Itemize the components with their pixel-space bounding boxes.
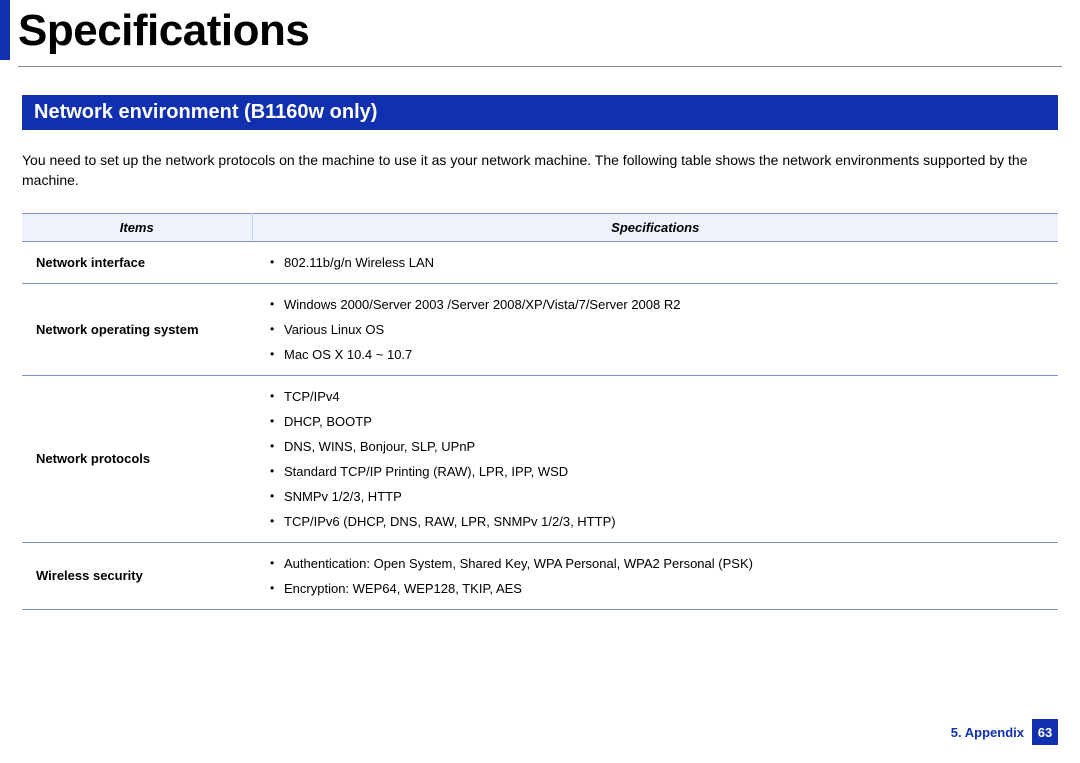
title-accent-bar (0, 0, 10, 60)
content-area: Network environment (B1160w only) You ne… (0, 95, 1080, 610)
spec-item: TCP/IPv4 (270, 384, 1044, 409)
spec-cell: Authentication: Open System, Shared Key,… (252, 542, 1058, 609)
specifications-table: Items Specifications Network interface 8… (22, 213, 1058, 610)
spec-item: DHCP, BOOTP (270, 409, 1044, 434)
column-header-items: Items (22, 213, 252, 241)
footer-page-number: 63 (1032, 719, 1058, 745)
section-header: Network environment (B1160w only) (22, 95, 1058, 130)
spec-cell: TCP/IPv4 DHCP, BOOTP DNS, WINS, Bonjour,… (252, 375, 1058, 542)
item-cell: Network operating system (22, 283, 252, 375)
table-row: Network protocols TCP/IPv4 DHCP, BOOTP D… (22, 375, 1058, 542)
spec-item: 802.11b/g/n Wireless LAN (270, 250, 1044, 275)
item-cell: Wireless security (22, 542, 252, 609)
spec-item: Windows 2000/Server 2003 /Server 2008/XP… (270, 292, 1044, 317)
spec-list: 802.11b/g/n Wireless LAN (266, 250, 1044, 275)
spec-list: TCP/IPv4 DHCP, BOOTP DNS, WINS, Bonjour,… (266, 384, 1044, 534)
table-row: Network interface 802.11b/g/n Wireless L… (22, 241, 1058, 283)
intro-text: You need to set up the network protocols… (22, 150, 1058, 191)
table-row: Wireless security Authentication: Open S… (22, 542, 1058, 609)
page-title: Specifications (18, 0, 309, 60)
table-row: Network operating system Windows 2000/Se… (22, 283, 1058, 375)
column-header-specs: Specifications (252, 213, 1058, 241)
spec-cell: Windows 2000/Server 2003 /Server 2008/XP… (252, 283, 1058, 375)
spec-item: TCP/IPv6 (DHCP, DNS, RAW, LPR, SNMPv 1/2… (270, 509, 1044, 534)
page-title-wrap: Specifications (0, 0, 1080, 60)
table-header-row: Items Specifications (22, 213, 1058, 241)
spec-item: Mac OS X 10.4 ~ 10.7 (270, 342, 1044, 367)
spec-list: Authentication: Open System, Shared Key,… (266, 551, 1044, 601)
spec-item: DNS, WINS, Bonjour, SLP, UPnP (270, 434, 1044, 459)
table-body: Network interface 802.11b/g/n Wireless L… (22, 241, 1058, 609)
footer-chapter: 5. Appendix (951, 725, 1024, 740)
item-cell: Network interface (22, 241, 252, 283)
spec-item: Standard TCP/IP Printing (RAW), LPR, IPP… (270, 459, 1044, 484)
spec-cell: 802.11b/g/n Wireless LAN (252, 241, 1058, 283)
page-footer: 5. Appendix 63 (951, 719, 1058, 745)
spec-item: Encryption: WEP64, WEP128, TKIP, AES (270, 576, 1044, 601)
item-cell: Network protocols (22, 375, 252, 542)
page-rule (18, 66, 1062, 67)
spec-item: Various Linux OS (270, 317, 1044, 342)
spec-item: Authentication: Open System, Shared Key,… (270, 551, 1044, 576)
spec-item: SNMPv 1/2/3, HTTP (270, 484, 1044, 509)
spec-list: Windows 2000/Server 2003 /Server 2008/XP… (266, 292, 1044, 367)
